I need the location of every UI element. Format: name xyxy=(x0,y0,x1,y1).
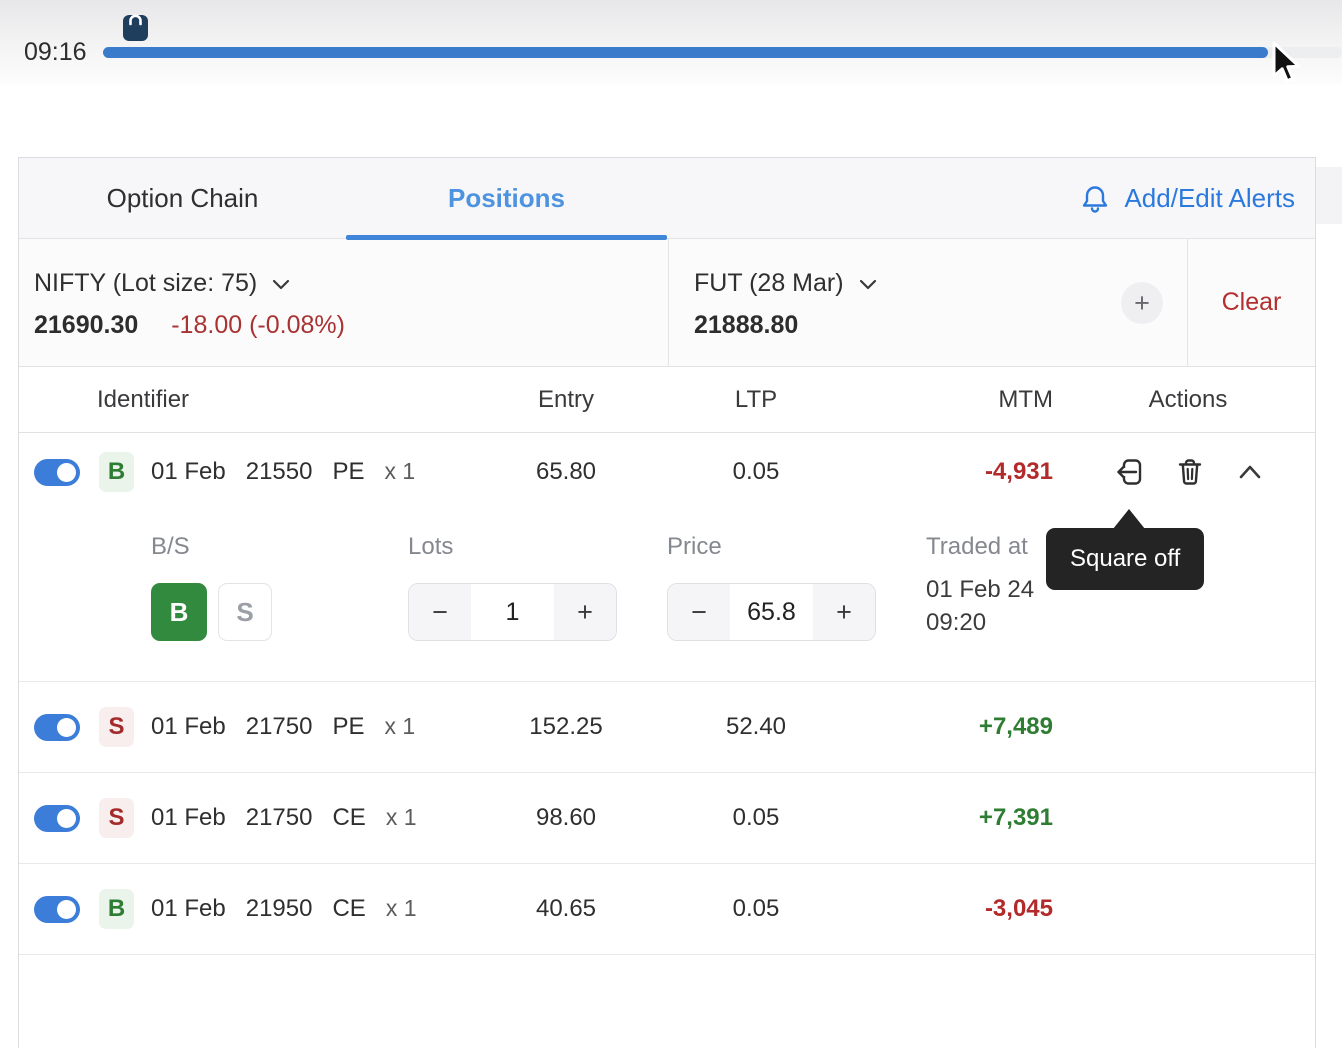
position-enabled-toggle[interactable] xyxy=(34,804,80,832)
header-mtm: MTM xyxy=(998,385,1053,413)
lots-value[interactable]: 1 xyxy=(505,597,520,626)
traded-time: 09:20 xyxy=(926,609,987,636)
add-edit-alerts-label: Add/Edit Alerts xyxy=(1124,183,1295,213)
lots-decrement-button[interactable]: − xyxy=(409,584,471,640)
add-edit-alerts-button[interactable]: Add/Edit Alerts xyxy=(1080,158,1295,239)
position-qty: x 1 xyxy=(384,458,416,484)
positions-table-header: Identifier Entry LTP MTM Actions xyxy=(19,367,1315,433)
time-scrubber-bar: 09:16 xyxy=(0,0,1342,85)
instrument-strip: NIFTY (Lot size: 75) 21690.30 -18.00 (-0… xyxy=(19,239,1315,367)
mtm-value: +7,391 xyxy=(978,804,1053,831)
position-editor: B/S B S Lots − 1 + Price − 65.8 xyxy=(19,509,1315,681)
position-strike: 21950 xyxy=(245,895,313,922)
header-actions: Actions xyxy=(1148,385,1228,413)
price-increment-button[interactable]: + xyxy=(813,584,875,640)
position-type: CE xyxy=(332,895,366,922)
future-price: 21888.80 xyxy=(694,311,799,339)
position-row: B 01 Feb 21550 PE x 1 65.80 0.05 -4,931 xyxy=(19,433,1315,682)
spot-price: 21690.30 xyxy=(34,311,139,339)
position-qty: x 1 xyxy=(385,895,417,921)
clear-positions-button[interactable]: Clear xyxy=(1187,239,1315,366)
buy-button[interactable]: B xyxy=(151,583,207,641)
position-expiry: 01 Feb xyxy=(151,804,226,831)
underlying-selector[interactable]: NIFTY (Lot size: 75) xyxy=(34,269,668,298)
tab-option-chain[interactable]: Option Chain xyxy=(106,183,259,213)
position-type: CE xyxy=(332,804,366,831)
price-stepper: − 65.8 + xyxy=(667,583,876,641)
position-expiry: 01 Feb xyxy=(151,713,226,740)
spot-change: -18.00 (-0.08%) xyxy=(171,311,345,339)
position-enabled-toggle[interactable] xyxy=(34,713,80,741)
traded-at-label: Traded at xyxy=(926,533,1028,560)
future-cell: FUT (28 Mar) 21888.80 + xyxy=(669,239,1187,366)
position-qty: x 1 xyxy=(385,804,417,830)
toolbar: Import/Export < -1d SOD -1h -30m -15m -5… xyxy=(0,85,1342,224)
ltp-value: 52.40 xyxy=(725,713,787,740)
mtm-value: -3,045 xyxy=(984,895,1053,922)
underlying-name: NIFTY (Lot size: 75) xyxy=(34,269,258,297)
lots-label: Lots xyxy=(408,533,454,560)
time-slider-track[interactable] xyxy=(103,47,1342,58)
time-slider-fill[interactable] xyxy=(103,47,1268,58)
tab-positions[interactable]: Positions xyxy=(346,158,667,240)
add-position-button[interactable]: + xyxy=(1121,282,1163,324)
side-badge: B xyxy=(99,452,134,492)
mtm-value: +7,489 xyxy=(978,713,1053,740)
position-type: PE xyxy=(332,713,365,740)
position-enabled-toggle[interactable] xyxy=(34,895,80,923)
ltp-value: 0.05 xyxy=(732,804,780,831)
ltp-value: 0.05 xyxy=(732,458,780,485)
collapse-row-button[interactable] xyxy=(1234,456,1266,488)
position-expiry: 01 Feb xyxy=(151,895,226,922)
square-off-button[interactable] xyxy=(1114,456,1146,488)
header-identifier: Identifier xyxy=(97,385,190,413)
positions-panel: Option Chain Positions Add/Edit Alerts N… xyxy=(18,157,1316,1048)
position-expiry: 01 Feb xyxy=(151,458,226,485)
position-type: PE xyxy=(332,458,365,485)
order-bag-marker-icon xyxy=(120,8,151,42)
position-enabled-toggle[interactable] xyxy=(34,458,80,486)
lots-increment-button[interactable]: + xyxy=(554,584,616,640)
header-ltp: LTP xyxy=(734,385,778,413)
lots-stepper: − 1 + xyxy=(408,583,617,641)
position-row: B 01 Feb 21950 CE x 1 40.65 0.05 -3,045 xyxy=(19,864,1315,955)
entry-price: 65.80 xyxy=(535,458,597,485)
entry-price: 152.25 xyxy=(529,713,603,740)
position-strike: 21750 xyxy=(245,713,313,740)
header-entry: Entry xyxy=(537,385,594,413)
bell-icon xyxy=(1080,183,1110,215)
mtm-value: -4,931 xyxy=(984,458,1053,485)
position-qty: x 1 xyxy=(384,713,416,739)
delete-position-button[interactable] xyxy=(1174,456,1206,488)
position-row: S 01 Feb 21750 PE x 1 152.25 52.40 +7,48… xyxy=(19,682,1315,773)
bs-label: B/S xyxy=(151,533,190,560)
price-decrement-button[interactable]: − xyxy=(668,584,730,640)
side-badge: S xyxy=(99,798,134,838)
future-name: FUT (28 Mar) xyxy=(694,269,844,297)
chevron-down-icon xyxy=(856,272,880,296)
side-badge: S xyxy=(99,707,134,747)
sell-button[interactable]: S xyxy=(218,583,272,641)
ltp-value: 0.05 xyxy=(732,895,780,922)
price-value[interactable]: 65.8 xyxy=(747,597,796,626)
entry-price: 40.65 xyxy=(535,895,597,922)
traded-date: 01 Feb 24 xyxy=(926,576,1035,603)
chevron-down-icon xyxy=(269,272,293,296)
position-row: S 01 Feb 21750 CE x 1 98.60 0.05 +7,391 xyxy=(19,773,1315,864)
entry-price: 98.60 xyxy=(535,804,597,831)
position-strike: 21550 xyxy=(245,458,313,485)
current-time-label: 09:16 xyxy=(24,38,87,66)
underlying-cell: NIFTY (Lot size: 75) 21690.30 -18.00 (-0… xyxy=(19,239,669,366)
position-strike: 21750 xyxy=(245,804,313,831)
tab-bar: Option Chain Positions Add/Edit Alerts xyxy=(19,158,1315,240)
future-selector[interactable]: FUT (28 Mar) xyxy=(694,269,1187,298)
price-label: Price xyxy=(667,533,722,560)
square-off-tooltip: Square off xyxy=(1046,509,1205,590)
side-badge: B xyxy=(99,889,134,929)
